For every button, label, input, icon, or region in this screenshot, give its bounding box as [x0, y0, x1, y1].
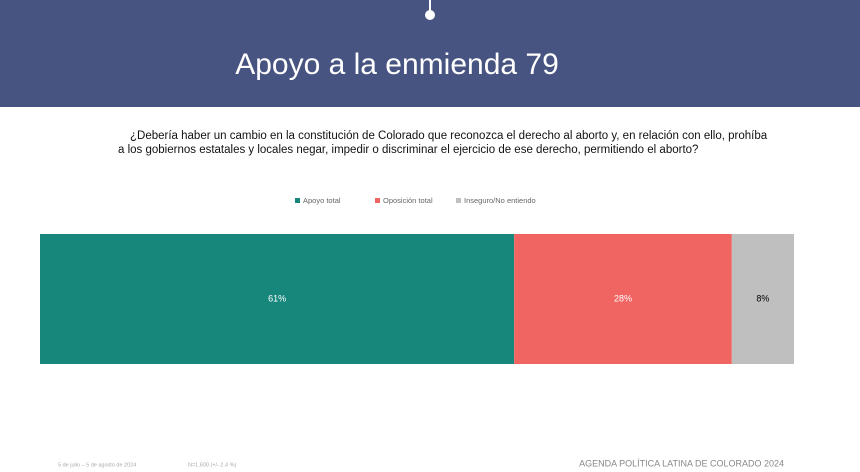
data-label: 61%	[268, 293, 286, 303]
bar-segment	[731, 234, 794, 364]
question-line: ¿Debería haber un cambio en la constituc…	[130, 130, 768, 142]
data-label: 8%	[756, 293, 769, 303]
legend-label: Apoyo total	[303, 196, 341, 205]
chart-title: Apoyo a la enmienda 79	[235, 48, 559, 81]
bar-segment	[40, 234, 515, 364]
legend-label: Inseguro/No entiendo	[464, 196, 536, 205]
header-dot	[425, 10, 435, 20]
footer-source: AGENDA POLÍTICA LATINA DE COLORADO 2024	[579, 458, 784, 468]
footer-dates: 5 de julio – 5 de agosto de 2024	[58, 462, 136, 468]
legend-swatch	[375, 198, 380, 203]
data-label: 28%	[614, 293, 632, 303]
question-line: a los gobiernos estatales y locales nega…	[118, 144, 698, 156]
footer-sample: N=1.600 (+/- 2.4 %)	[188, 462, 236, 468]
bar-segment	[514, 234, 732, 364]
legend-swatch	[295, 198, 300, 203]
legend-swatch	[456, 198, 461, 203]
legend-label: Oposición total	[383, 196, 433, 205]
